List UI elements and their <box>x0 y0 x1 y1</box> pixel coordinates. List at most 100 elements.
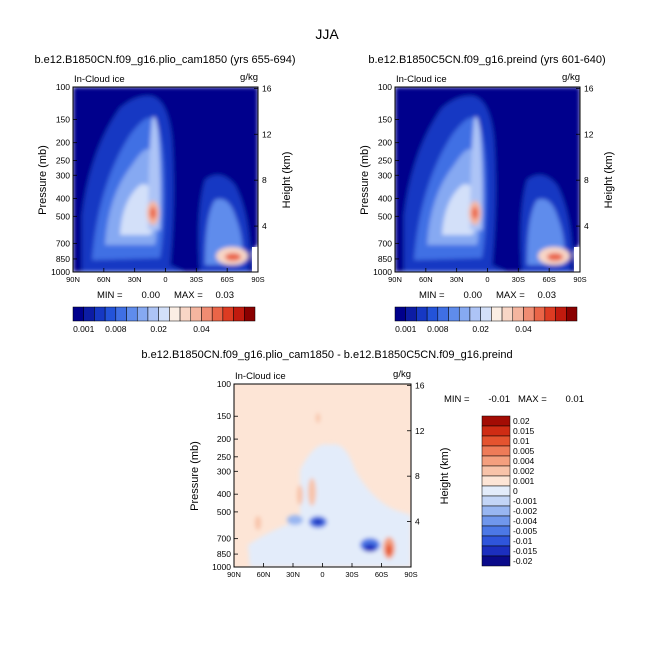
y-right-tick-label: 8 <box>584 175 589 185</box>
panel1-left-string: In-Cloud ice <box>74 74 125 85</box>
diff-subtitle: b.e12.B1850CN.f09_g16.plio_cam1850 - b.e… <box>141 349 512 361</box>
panel3-neg-core-1-inner <box>313 519 323 525</box>
colorbar-box <box>481 485 511 497</box>
panel2-x-ticks: 90N 60N 30N 0 30S 60S 90S <box>388 268 587 284</box>
colorbar-box <box>448 306 460 322</box>
y-right-tick-label: 16 <box>415 380 425 390</box>
y-right-tick-label: 12 <box>584 129 594 139</box>
panel2-subtitle: b.e12.B1850C5CN.f09_g16.preind (yrs 601-… <box>368 54 605 66</box>
x-tick-label: 90N <box>227 570 241 579</box>
y-tick-label: 1000 <box>212 562 231 572</box>
y-tick-label: 100 <box>56 82 70 92</box>
colorbar-label: 0.02 <box>150 324 167 334</box>
panel3-field <box>234 384 411 567</box>
y-tick-label: 1000 <box>373 267 392 277</box>
x-tick-label: 60S <box>375 570 388 579</box>
y-tick-label: 500 <box>217 507 231 517</box>
y-tick-label: 150 <box>378 115 392 125</box>
colorbar-label: 0.001 <box>513 476 535 486</box>
panel3-min-value: -0.01 <box>488 394 510 405</box>
x-tick-label: 30S <box>512 275 525 284</box>
panel3-pos-core-2 <box>308 478 316 506</box>
colorbar-box <box>481 535 511 547</box>
panel2-colorbar-labels: 0.001 0.008 0.02 0.04 <box>395 324 532 334</box>
panel3-max-label: MAX = <box>518 394 547 405</box>
panel1-sh-max-inner <box>225 253 241 261</box>
colorbar-box <box>481 445 511 457</box>
panel1-max-value: 0.03 <box>216 290 235 301</box>
panel2-sh-max-inner <box>547 253 563 261</box>
y-tick-label: 100 <box>378 82 392 92</box>
colorbar-label: -0.001 <box>513 496 537 506</box>
colorbar-box <box>405 306 417 322</box>
figure-title: JJA <box>315 26 339 42</box>
colorbar-box <box>481 555 511 567</box>
panel3-right-string: g/kg <box>393 369 411 380</box>
colorbar-box <box>555 306 567 322</box>
x-tick-label: 60N <box>257 570 271 579</box>
colorbar-label: 0.004 <box>513 456 535 466</box>
colorbar-box <box>481 465 511 477</box>
colorbar-box <box>233 306 245 322</box>
y-tick-label: 500 <box>378 211 392 221</box>
panel1-y-ticks: 100 150 200 250 300 400 500 700 850 1000 <box>51 82 77 277</box>
colorbar-box <box>523 306 535 322</box>
colorbar-box <box>533 306 546 322</box>
panel1-subtitle: b.e12.B1850CN.f09_g16.plio_cam1850 (yrs … <box>34 54 295 66</box>
colorbar-box <box>136 306 149 322</box>
colorbar-box <box>491 306 503 322</box>
x-tick-label: 90S <box>251 275 264 284</box>
colorbar-box <box>481 525 511 537</box>
panel3-x-ticks: 90N 60N 30N 0 30S 60S 90S <box>227 563 418 579</box>
colorbar-label: 0.02 <box>472 324 489 334</box>
colorbar-box <box>566 306 578 322</box>
y-right-tick-label: 16 <box>584 83 594 93</box>
y-right-tick-label: 4 <box>584 221 589 231</box>
x-tick-label: 30N <box>286 570 300 579</box>
colorbar-box <box>481 515 511 527</box>
y-tick-label: 150 <box>56 115 70 125</box>
colorbar-label: -0.005 <box>513 526 537 536</box>
colorbar-box <box>416 306 428 322</box>
colorbar-label: -0.004 <box>513 516 537 526</box>
panel2-max-inner <box>472 207 478 219</box>
y-tick-label: 250 <box>378 156 392 166</box>
panel3-neg-region-1 <box>300 444 411 567</box>
x-tick-label: 90S <box>573 275 586 284</box>
colorbar-box <box>158 306 170 322</box>
colorbar-box <box>469 306 481 322</box>
y-tick-label: 850 <box>56 254 70 264</box>
panel3-pos-core-4 <box>255 516 261 530</box>
colorbar-label: -0.01 <box>513 536 533 546</box>
panel2-contour-6 <box>442 184 479 235</box>
colorbar-box <box>179 306 192 322</box>
panel2-ylabel-right: Height (km) <box>603 152 615 209</box>
colorbar-box <box>83 306 95 322</box>
x-tick-label: 0 <box>485 275 489 284</box>
y-right-tick-label: 12 <box>262 129 272 139</box>
colorbar-box <box>201 306 213 322</box>
colorbar-label: 0.001 <box>395 324 417 334</box>
y-right-tick-label: 4 <box>262 221 267 231</box>
y-right-tick-label: 8 <box>415 471 420 481</box>
y-tick-label: 200 <box>217 434 231 444</box>
y-tick-label: 200 <box>378 138 392 148</box>
colorbar-box <box>481 475 511 487</box>
colorbar-box <box>481 425 511 437</box>
panel2: In-Cloud ice g/kg 100 150 200 250 300 400 500 7… <box>359 72 615 334</box>
colorbar-label: 0.01 <box>513 436 530 446</box>
panel3-ylabel-right: Height (km) <box>439 448 451 505</box>
colorbar-box <box>544 306 556 322</box>
y-tick-label: 300 <box>217 466 231 476</box>
colorbar-label: 0.008 <box>427 324 449 334</box>
x-tick-label: 60N <box>97 275 111 284</box>
panel1-x-ticks: 90N 60N 30N 0 30S 60S 90S <box>66 268 265 284</box>
x-tick-label: 90N <box>66 275 80 284</box>
panel2-y-ticks: 100 150 200 250 300 400 500 700 850 1000 <box>373 82 399 277</box>
colorbar-box <box>104 306 117 322</box>
colorbar-label: 0.015 <box>513 426 535 436</box>
y-tick-label: 200 <box>56 138 70 148</box>
colorbar-box <box>115 306 127 322</box>
x-tick-label: 30S <box>345 570 358 579</box>
y-tick-label: 300 <box>56 170 70 180</box>
